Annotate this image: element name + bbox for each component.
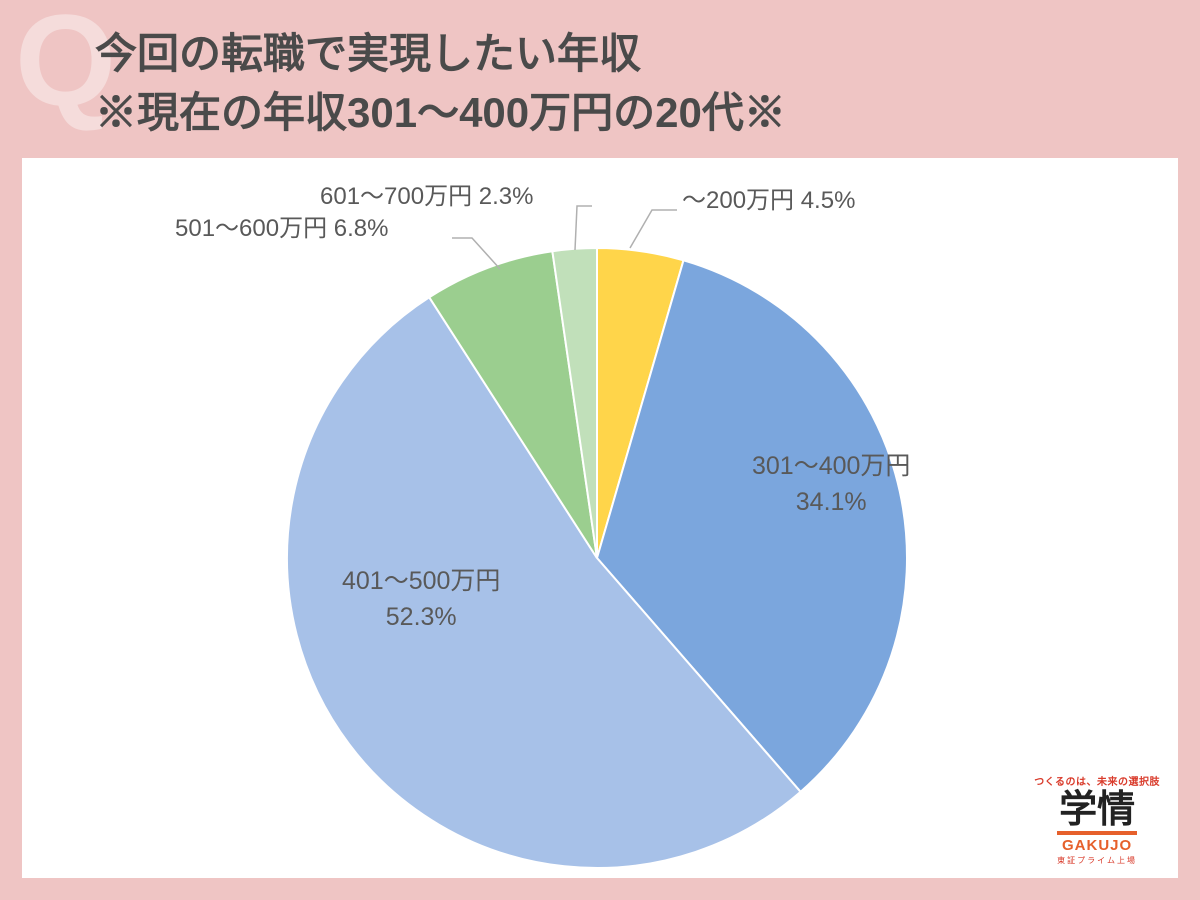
slice-label-601-700: 601～700万円 2.3% [320, 176, 533, 211]
chart-area: ～200万円 4.5% 501～600万円 6.8% 601～700万円 2.3… [22, 158, 1178, 878]
slice-label-501-600: 501～600万円 6.8% [175, 208, 388, 243]
title-line-2: ※現在の年収301～400万円の20代※ [95, 84, 1150, 143]
logo-roman: GAKUJO [1034, 838, 1160, 855]
gakujo-logo: つくるのは、未来の選択肢 学情 GAKUJO 東証プライム上場 [1034, 777, 1160, 866]
logo-tagline: つくるのは、未来の選択肢 [1034, 777, 1160, 788]
logo-sub: 東証プライム上場 [1034, 857, 1160, 866]
leader-line [630, 210, 677, 248]
logo-main: 学情 [1057, 790, 1137, 836]
pie-chart [22, 158, 1178, 878]
slice-label-301-400: 301～400万円 34.1% [752, 448, 910, 521]
leader-line [575, 206, 592, 250]
slice-label-200: ～200万円 4.5% [682, 180, 855, 215]
title-line-1: 今回の転職で実現したい年収 [95, 25, 1150, 84]
slice-label-401-500: 401～500万円 52.3% [342, 563, 500, 636]
header: Q 今回の転職で実現したい年収 ※現在の年収301～400万円の20代※ [0, 0, 1200, 158]
leader-line [452, 238, 500, 269]
